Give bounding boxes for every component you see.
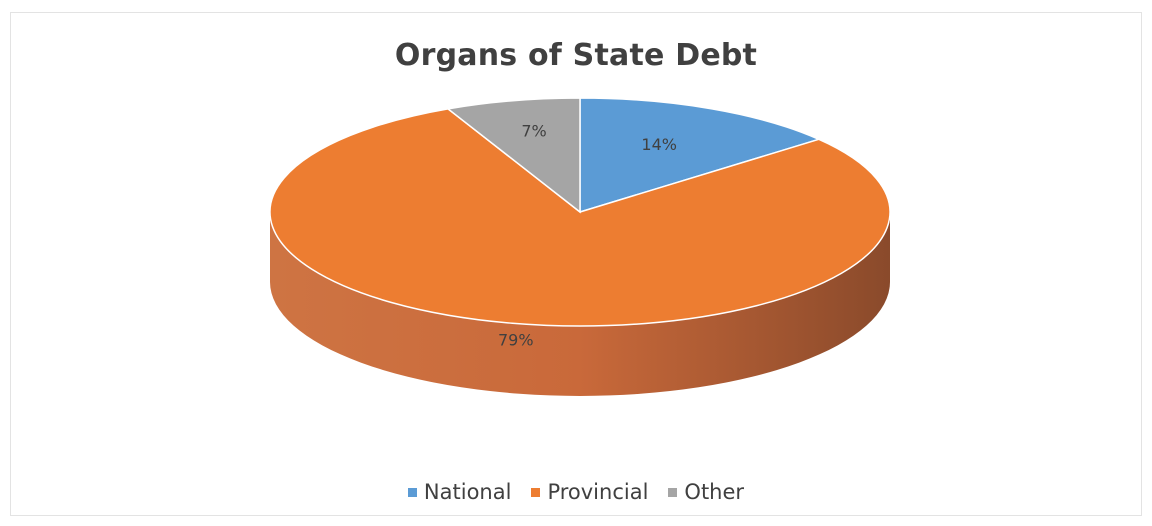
chart-title: Organs of State Debt <box>394 38 758 73</box>
legend-label-national: National <box>423 480 512 504</box>
pie-side-provincial <box>270 212 890 396</box>
pie-slices <box>269 97 891 327</box>
data-label-provincial: 79% <box>498 331 534 350</box>
legend-swatch-national <box>407 487 417 497</box>
pie-slice-provincial[interactable] <box>269 108 891 327</box>
legend-item-provincial[interactable]: Provincial <box>531 480 648 504</box>
legend-item-national[interactable]: National <box>407 480 512 504</box>
data-label-national: 14% <box>641 135 677 154</box>
legend-item-other[interactable]: Other <box>668 480 744 504</box>
pie-side-walls <box>270 212 890 396</box>
pie-slice-other[interactable] <box>446 97 581 214</box>
legend-swatch-provincial <box>531 487 541 497</box>
pie-slice-national[interactable] <box>579 97 822 214</box>
pie-data-labels: 14% 79% 7% <box>498 121 677 349</box>
legend-label-other: Other <box>684 480 745 504</box>
legend-label-provincial: Provincial <box>547 480 649 504</box>
legend-swatch-other <box>668 487 678 497</box>
data-label-other: 7% <box>521 121 546 140</box>
chart-legend: National Provincial Other <box>0 480 1152 504</box>
